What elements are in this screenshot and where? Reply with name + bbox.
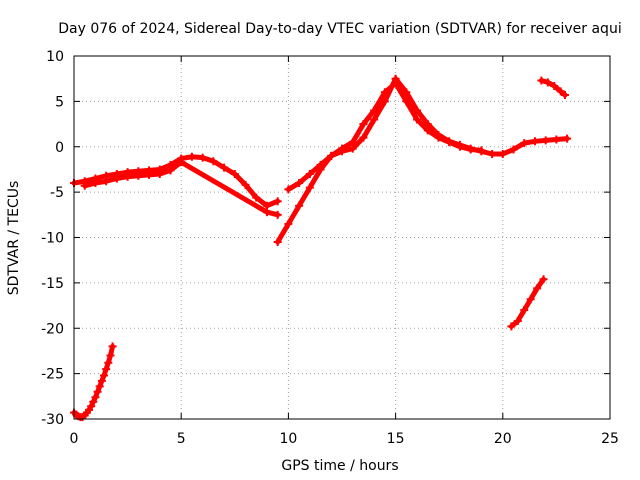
- data-point: [262, 208, 271, 217]
- data-point: [220, 163, 229, 172]
- data-point: [305, 169, 314, 178]
- data-point: [560, 91, 569, 100]
- x-tick-label: 15: [387, 431, 405, 447]
- data-point: [552, 135, 561, 144]
- data-point: [509, 145, 518, 154]
- data-point: [359, 120, 368, 129]
- data-point: [348, 138, 357, 147]
- data-point: [563, 134, 572, 143]
- y-tick-label: 10: [46, 49, 64, 65]
- y-tick-label: -15: [41, 276, 64, 292]
- data-point: [423, 126, 432, 135]
- x-tick-label: 20: [494, 431, 512, 447]
- data-point: [252, 193, 261, 202]
- data-point: [198, 153, 207, 162]
- data-point: [106, 351, 115, 360]
- data-point: [477, 146, 486, 155]
- data-point: [102, 365, 111, 374]
- data-point: [95, 382, 104, 391]
- data-point: [530, 137, 539, 146]
- x-tick-label: 0: [70, 431, 79, 447]
- data-point: [112, 174, 121, 183]
- data-point: [550, 81, 559, 90]
- data-point: [97, 376, 106, 385]
- data-point: [413, 115, 422, 124]
- data-point: [284, 185, 293, 194]
- data-point: [520, 306, 529, 315]
- data-point: [533, 284, 542, 293]
- data-point: [93, 387, 102, 396]
- data-point: [380, 88, 389, 97]
- data-point: [295, 179, 304, 188]
- data-point: [539, 275, 548, 284]
- data-point: [89, 397, 98, 406]
- data-point: [91, 393, 100, 402]
- data-point: [537, 76, 546, 85]
- data-point: [123, 172, 132, 181]
- data-point: [241, 180, 250, 189]
- chart-title: Day 076 of 2024, Sidereal Day-to-day VTE…: [58, 21, 621, 37]
- y-tick-label: -10: [41, 231, 64, 247]
- data-point: [370, 106, 379, 115]
- data-point: [295, 201, 304, 210]
- data-point: [273, 210, 282, 219]
- data-point: [187, 152, 196, 161]
- data-point: [338, 144, 346, 153]
- data-point: [455, 142, 464, 151]
- data-point: [108, 342, 117, 351]
- data-point: [145, 170, 154, 179]
- axis-ticks: 0 5 10 15 20 25 -30 -25 -20 -15 -10 -5 0 5 10: [41, 49, 619, 447]
- series-line: [275, 76, 570, 245]
- data-point: [402, 97, 411, 106]
- data-series: [70, 74, 572, 422]
- data-point: [391, 79, 400, 88]
- y-tick-label: -25: [41, 367, 64, 383]
- data-point: [134, 171, 143, 180]
- data-point: [91, 179, 100, 188]
- data-point: [316, 160, 325, 169]
- data-point: [541, 136, 550, 145]
- y-axis-label: SDTVAR / TECUs: [6, 181, 22, 296]
- y-tick-label: -5: [50, 185, 64, 201]
- y-tick-label: 0: [55, 140, 64, 156]
- y-tick-label: -20: [41, 321, 64, 337]
- data-point: [359, 133, 368, 142]
- data-point: [284, 219, 293, 228]
- data-point: [327, 151, 336, 160]
- x-tick-label: 5: [177, 431, 186, 447]
- data-point: [498, 150, 507, 159]
- y-tick-label: -30: [41, 412, 64, 428]
- data-point: [273, 197, 282, 206]
- data-point: [166, 166, 175, 175]
- data-point: [87, 402, 96, 411]
- x-tick-label: 10: [279, 431, 297, 447]
- data-point: [526, 295, 535, 304]
- grid: [74, 56, 610, 419]
- data-point: [556, 87, 565, 96]
- data-point: [488, 150, 497, 159]
- data-point: [104, 358, 113, 367]
- series-line: [508, 276, 547, 329]
- data-point: [370, 115, 379, 124]
- data-point: [434, 133, 443, 142]
- x-axis-label: GPS time / hours: [281, 458, 398, 474]
- data-point: [102, 177, 111, 186]
- data-point: [543, 78, 552, 87]
- data-point: [513, 316, 522, 325]
- data-point: [80, 181, 89, 190]
- y-tick-label: 5: [55, 94, 64, 110]
- x-tick-label: 25: [601, 431, 619, 447]
- data-point: [155, 169, 164, 178]
- data-point: [466, 145, 475, 154]
- data-point: [177, 158, 186, 167]
- data-point: [273, 238, 282, 247]
- data-point: [520, 139, 529, 148]
- data-point: [445, 138, 454, 147]
- data-point: [507, 322, 516, 331]
- data-point: [209, 157, 218, 166]
- data-point: [100, 371, 109, 380]
- data-point: [305, 183, 314, 192]
- data-point: [230, 169, 239, 178]
